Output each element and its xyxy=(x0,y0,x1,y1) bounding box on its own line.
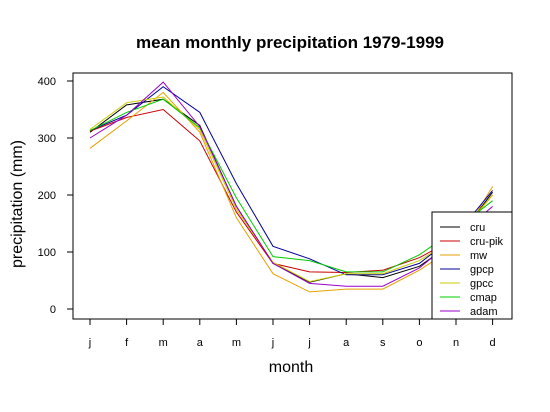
series-line-gpcc xyxy=(89,96,493,283)
x-tick-label: f xyxy=(125,337,129,349)
series-line-cru-pik xyxy=(89,108,493,274)
x-tick-label: n xyxy=(453,337,459,349)
series-line-gpcp xyxy=(89,86,493,276)
y-tick-label: 200 xyxy=(38,190,56,202)
series-line-cru xyxy=(89,98,493,283)
legend-label-gpcc: gpcc xyxy=(470,278,494,290)
x-axis-title: month xyxy=(269,359,313,376)
x-tick-label: j xyxy=(88,337,91,349)
legend: cru cru-pik mw gpcp gpcc cmap adam xyxy=(431,211,513,320)
x-tick-label: j xyxy=(307,337,310,349)
legend-label-cmap: cmap xyxy=(470,292,497,304)
series-layer xyxy=(89,81,494,293)
y-tick-label: 100 xyxy=(38,247,56,259)
x-tick-label: m xyxy=(159,337,168,349)
y-axis-title: precipitation (mm) xyxy=(9,140,26,268)
chart-title: mean monthly precipitation 1979-1999 xyxy=(136,33,444,52)
x-tick-label: s xyxy=(380,337,386,349)
plot-frame xyxy=(72,72,513,320)
x-tick-label: m xyxy=(232,337,241,349)
legend-label-cru: cru xyxy=(470,222,485,234)
legend-label-adam: adam xyxy=(470,306,498,318)
series-line-cmap xyxy=(89,98,493,273)
legend-box xyxy=(431,211,513,320)
x-tick-label: d xyxy=(490,337,496,349)
x-tick-label: o xyxy=(416,337,422,349)
x-tick-label: a xyxy=(197,337,204,349)
y-tick-label: 300 xyxy=(38,133,56,145)
y-axis: 0 100 200 300 400 xyxy=(38,76,73,316)
legend-label-mw: mw xyxy=(470,250,487,262)
y-tick-label: 0 xyxy=(50,304,56,316)
series-line-mw xyxy=(89,91,494,293)
legend-label-cru-pik: cru-pik xyxy=(470,236,504,248)
y-tick-label: 400 xyxy=(38,76,56,88)
series-line-adam xyxy=(89,81,493,287)
x-tick-label: a xyxy=(343,337,350,349)
x-tick-label: j xyxy=(271,337,274,349)
legend-label-gpcp: gpcp xyxy=(470,264,494,276)
